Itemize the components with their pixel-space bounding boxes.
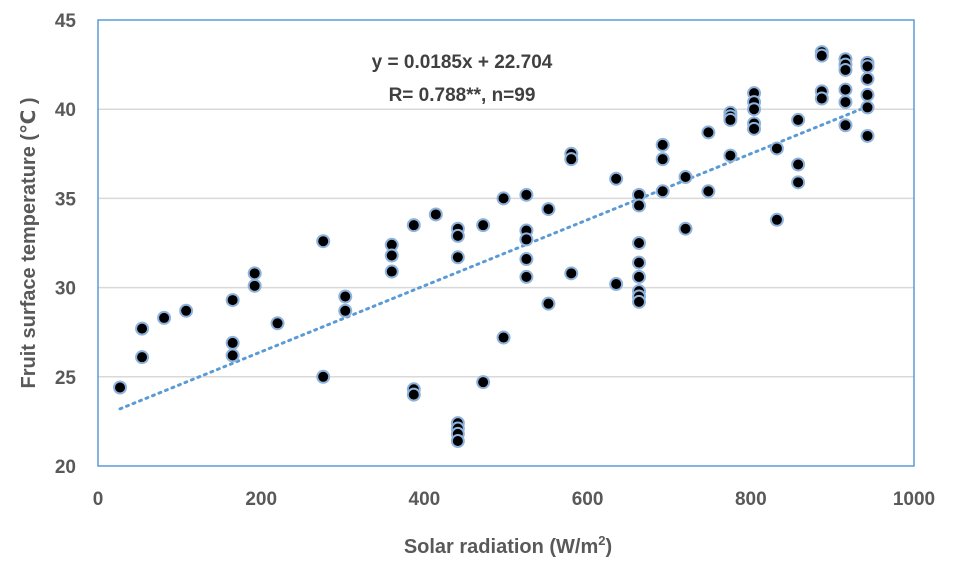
y-tick-20: 20 bbox=[55, 457, 76, 478]
data-point-13 bbox=[338, 289, 353, 304]
data-point-77 bbox=[814, 91, 829, 106]
data-point-4 bbox=[179, 303, 194, 318]
data-points bbox=[113, 45, 875, 449]
data-point-80 bbox=[838, 62, 853, 77]
data-point-32 bbox=[496, 330, 511, 345]
trendline bbox=[118, 104, 871, 411]
data-point-42 bbox=[564, 266, 579, 281]
data-point-23 bbox=[450, 228, 465, 243]
data-point-3 bbox=[157, 310, 172, 325]
data-point-68 bbox=[747, 121, 762, 136]
x-tick-0: 0 bbox=[93, 489, 104, 510]
data-point-0 bbox=[113, 380, 128, 395]
data-point-33 bbox=[519, 187, 534, 202]
data-point-20 bbox=[406, 387, 421, 402]
x-tick-1000: 1000 bbox=[893, 489, 935, 510]
data-point-59 bbox=[701, 184, 716, 199]
data-point-28 bbox=[450, 434, 465, 449]
x-axis-title-end: ) bbox=[606, 536, 613, 558]
data-point-43 bbox=[609, 171, 624, 186]
x-tick-400: 400 bbox=[409, 489, 441, 510]
data-point-9 bbox=[247, 278, 262, 293]
data-point-75 bbox=[814, 48, 829, 63]
data-point-24 bbox=[450, 250, 465, 265]
y-tick-40: 40 bbox=[55, 100, 76, 121]
data-point-72 bbox=[791, 157, 806, 172]
data-point-47 bbox=[632, 236, 647, 250]
data-point-29 bbox=[476, 218, 491, 233]
data-point-52 bbox=[632, 294, 647, 309]
data-point-71 bbox=[791, 112, 806, 127]
data-point-17 bbox=[384, 264, 399, 279]
y-tick-30: 30 bbox=[55, 279, 76, 300]
data-point-83 bbox=[838, 118, 853, 133]
data-point-6 bbox=[225, 335, 240, 350]
x-tick-800: 800 bbox=[735, 489, 767, 510]
x-tick-600: 600 bbox=[572, 489, 604, 510]
data-point-11 bbox=[316, 234, 331, 249]
data-point-86 bbox=[860, 71, 875, 86]
y-tick-45: 45 bbox=[55, 11, 77, 32]
data-point-66 bbox=[747, 102, 762, 117]
data-point-7 bbox=[225, 348, 240, 363]
x-axis-title-main: Solar radiation (W/m bbox=[404, 536, 598, 558]
data-point-5 bbox=[225, 293, 240, 308]
data-point-89 bbox=[860, 128, 875, 143]
data-point-36 bbox=[519, 252, 534, 267]
data-point-63 bbox=[723, 148, 738, 163]
data-point-39 bbox=[541, 296, 556, 311]
data-point-10 bbox=[270, 316, 285, 331]
data-point-57 bbox=[678, 221, 693, 236]
data-point-87 bbox=[860, 87, 875, 102]
data-point-69 bbox=[769, 141, 784, 156]
data-point-1 bbox=[135, 321, 150, 336]
data-point-37 bbox=[519, 269, 534, 284]
data-point-16 bbox=[384, 248, 399, 263]
equation-annotation: y = 0.0185x + 22.704 bbox=[372, 52, 553, 73]
x-tick-200: 200 bbox=[245, 489, 277, 510]
data-point-53 bbox=[655, 137, 670, 152]
data-point-18 bbox=[406, 218, 421, 233]
x-axis-title-superscript: 2 bbox=[598, 533, 605, 548]
data-point-82 bbox=[838, 95, 853, 110]
data-point-31 bbox=[496, 191, 511, 206]
data-point-54 bbox=[655, 152, 670, 167]
data-point-62 bbox=[723, 112, 738, 127]
data-point-14 bbox=[338, 303, 353, 318]
y-tick-labels: 20 25 30 35 40 45 bbox=[55, 11, 77, 478]
stats-annotation: R= 0.788**, n=99 bbox=[389, 85, 536, 106]
data-point-46 bbox=[632, 198, 647, 213]
data-point-85 bbox=[860, 59, 875, 74]
x-axis-title: Solar radiation (W/m2) bbox=[404, 533, 612, 558]
data-point-73 bbox=[791, 175, 806, 190]
data-point-56 bbox=[678, 169, 693, 184]
data-point-88 bbox=[860, 100, 875, 115]
data-point-30 bbox=[476, 375, 491, 390]
data-point-41 bbox=[564, 152, 579, 167]
y-axis-title: Fruit surface temperature (℃ ) bbox=[18, 98, 40, 389]
data-point-38 bbox=[541, 202, 556, 217]
data-point-70 bbox=[769, 212, 784, 227]
x-tick-labels: 0 200 400 600 800 1000 bbox=[93, 489, 935, 510]
data-point-35 bbox=[519, 232, 534, 247]
data-point-44 bbox=[609, 277, 624, 292]
data-point-12 bbox=[316, 369, 331, 384]
data-point-8 bbox=[247, 266, 262, 281]
plot-frame bbox=[97, 19, 915, 467]
data-point-48 bbox=[632, 255, 647, 270]
y-tick-35: 35 bbox=[55, 189, 77, 210]
data-point-2 bbox=[135, 350, 150, 365]
data-point-55 bbox=[655, 184, 670, 199]
data-point-21 bbox=[428, 207, 443, 222]
data-point-49 bbox=[632, 269, 647, 284]
y-tick-25: 25 bbox=[55, 368, 77, 389]
data-point-81 bbox=[838, 82, 853, 97]
data-point-58 bbox=[701, 125, 716, 140]
